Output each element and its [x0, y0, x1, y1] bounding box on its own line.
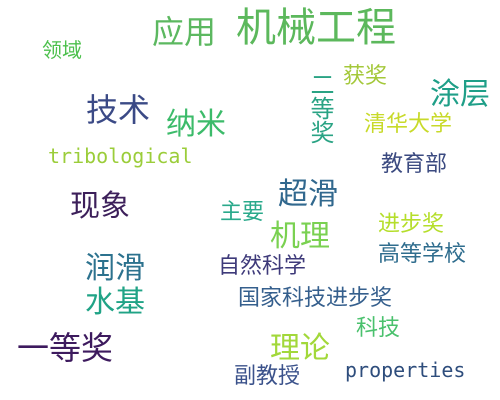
word-nami: 纳米 — [166, 107, 226, 142]
word-zhuyao: 主要 — [220, 200, 265, 225]
word-tuceng: 涂层 — [430, 77, 490, 112]
word-properties: properties — [345, 358, 466, 382]
word-jiaoyubu: 教育部 — [381, 152, 448, 177]
word-keji: 科技 — [356, 316, 401, 341]
word-fujiaoshou: 副教授 — [234, 364, 301, 389]
word-huojiang: 获奖 — [343, 64, 388, 89]
word-erdengjiang: 二等奖 — [306, 72, 334, 144]
word-yidengjiang: 一等奖 — [17, 329, 114, 367]
word-gaodeng-xuexiao: 高等学校 — [378, 242, 467, 267]
word-xianxiang: 现象 — [70, 189, 130, 224]
word-jishu: 技术 — [86, 91, 151, 129]
word-yingyong: 应用 — [152, 13, 217, 51]
word-shuiji: 水基 — [85, 285, 145, 320]
word-lingyu: 领域 — [42, 38, 82, 62]
word-jili: 机理 — [270, 219, 330, 254]
word-guojia-kejijinbujiang: 国家科技进步奖 — [238, 286, 393, 311]
word-tribological: tribological — [48, 144, 193, 168]
word-jinbujiang: 进步奖 — [378, 212, 445, 237]
word-qinghua-daxue: 清华大学 — [364, 112, 453, 137]
word-ziran-kexue: 自然科学 — [218, 254, 307, 279]
word-chaohua: 超滑 — [278, 177, 338, 212]
word-lilun: 理论 — [270, 331, 330, 366]
word-jixie-gongcheng: 机械工程 — [236, 5, 396, 51]
word-runhua: 润滑 — [85, 251, 145, 286]
